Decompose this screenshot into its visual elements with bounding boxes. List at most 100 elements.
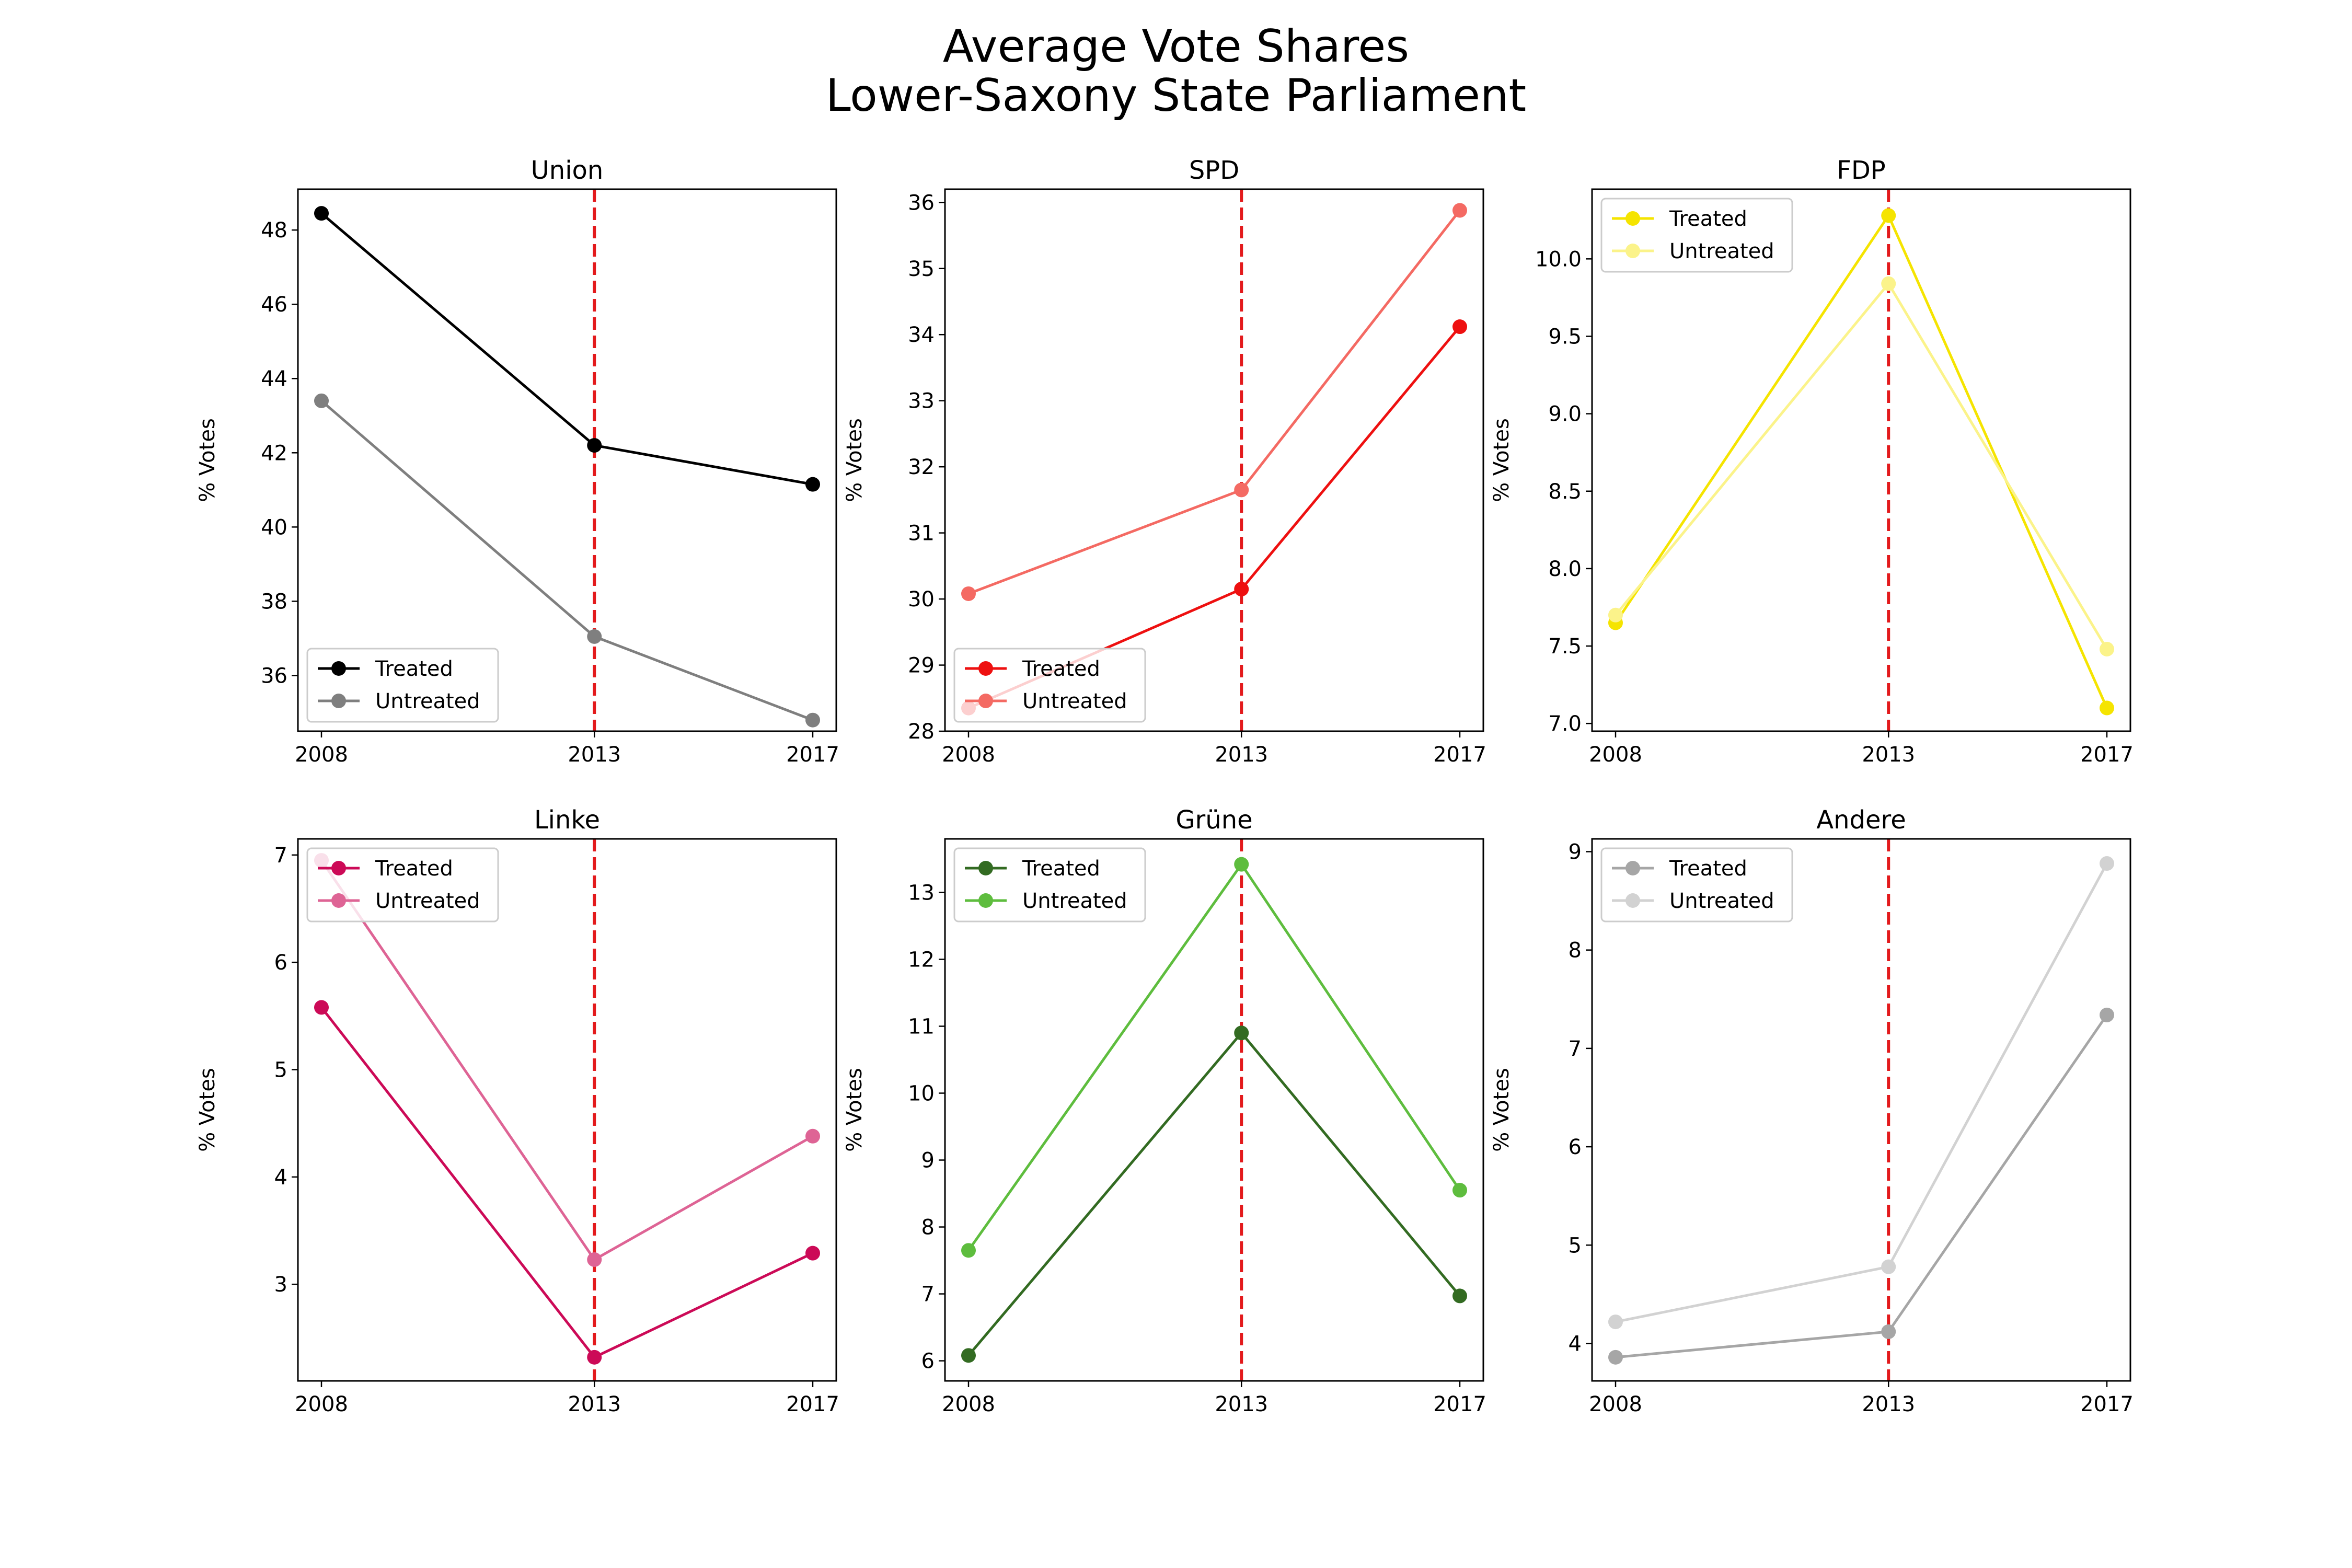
legend-label: Treated (375, 857, 453, 881)
x-tick-label: 2013 (568, 1392, 621, 1416)
x-tick-label: 2017 (1433, 1392, 1486, 1416)
data-point-treated (314, 1000, 329, 1015)
legend-label: Treated (1669, 207, 1747, 231)
legend-label: Untreated (375, 889, 480, 913)
x-tick-label: 2017 (1433, 743, 1486, 767)
data-point-untreated (1234, 857, 1249, 872)
legend-label: Treated (1022, 657, 1100, 681)
figure-title: Average Vote Shares Lower-Saxony State P… (0, 22, 2352, 120)
y-tick-label: 42 (261, 441, 287, 465)
legend-swatch-marker (978, 694, 993, 708)
legend-label: Untreated (1669, 889, 1774, 913)
y-tick-label: 12 (908, 948, 935, 972)
y-tick-label: 32 (908, 455, 935, 479)
axes-frame (297, 838, 837, 1382)
data-point-treated (1608, 1350, 1623, 1365)
y-tick-label: 4 (274, 1166, 287, 1190)
axes-frame (944, 838, 1484, 1382)
y-axis-label: % Votes (843, 1068, 867, 1152)
data-point-untreated (1452, 203, 1467, 218)
y-tick-label: 36 (261, 664, 287, 688)
y-axis-label: % Votes (843, 418, 867, 502)
y-tick-label: 13 (908, 881, 935, 905)
series-line-untreated (1615, 862, 2108, 1323)
y-tick-label: 5 (1569, 1233, 1582, 1258)
data-point-untreated (805, 1128, 820, 1144)
legend-label: Untreated (1022, 689, 1127, 713)
subplot-0: Union % Votes 36 38 40 42 44 46 48 2008 2013 2017 Tr… (195, 156, 839, 767)
data-point-untreated (1881, 276, 1896, 291)
data-point-untreated (1608, 1315, 1623, 1330)
legend-box (953, 648, 1146, 723)
legend-swatch-marker (1625, 211, 1640, 226)
y-tick-label: 9 (921, 1149, 935, 1173)
y-tick-label: 40 (261, 515, 287, 539)
series-line-treated (1614, 213, 2108, 709)
data-point-untreated (1608, 607, 1623, 622)
x-tick-label: 2017 (2080, 1392, 2134, 1416)
y-tick-label: 28 (908, 720, 935, 744)
y-tick-label: 29 (908, 654, 935, 678)
legend-swatch-marker (1625, 244, 1640, 258)
figure-title-line-2: Lower-Saxony State Parliament (825, 70, 1527, 122)
x-tick-label: 2013 (1215, 1392, 1268, 1416)
y-tick-label: 8 (921, 1216, 935, 1240)
y-tick-label: 30 (908, 587, 935, 612)
data-point-treated (1881, 208, 1896, 223)
legend: Treated Untreated (1600, 847, 1793, 923)
data-point-untreated (805, 712, 820, 728)
subplot-title: SPD (1189, 156, 1239, 185)
x-tick-label: 2017 (786, 743, 839, 767)
x-tick-label: 2008 (295, 743, 348, 767)
legend-swatch-marker (978, 661, 993, 676)
subplot-2: FDP % Votes 7.0 7.5 8.0 8.5 9.0 9.5 10.0 2008 2013… (1490, 156, 2134, 767)
y-tick-label: 34 (908, 323, 935, 347)
subplot-4: Grüne % Votes 6 7 8 9 10 11 12 13 2008 2013 2017 Trea… (843, 805, 1486, 1416)
x-tick-label: 2008 (942, 743, 995, 767)
data-point-untreated (587, 629, 602, 644)
y-tick-label: 6 (1569, 1135, 1582, 1159)
data-point-untreated (1881, 1259, 1896, 1274)
data-point-treated (1234, 1025, 1249, 1041)
y-tick-label: 33 (908, 389, 935, 413)
legend-swatch-marker (331, 661, 346, 676)
x-tick-label: 2008 (942, 1392, 995, 1416)
legend-swatch-marker (331, 893, 346, 908)
y-tick-label: 38 (261, 590, 287, 614)
subplot-1: SPD % Votes 28 29 30 31 32 33 34 35 36 2008 2013 2017… (843, 156, 1486, 767)
series-line-treated (320, 1006, 814, 1359)
legend-box (306, 847, 499, 923)
legend-swatch-marker (1625, 861, 1640, 875)
y-tick-label: 5 (274, 1058, 287, 1082)
y-tick-label: 3 (274, 1273, 287, 1297)
y-tick-label: 48 (261, 218, 287, 243)
x-tick-label: 2017 (786, 1392, 839, 1416)
axes-frame (1591, 188, 2131, 732)
series-line-treated (320, 212, 813, 486)
y-axis-label: % Votes (195, 1068, 220, 1152)
y-tick-label: 6 (921, 1350, 935, 1374)
legend-box (306, 648, 499, 723)
y-tick-label: 36 (908, 191, 935, 215)
legend-swatch-marker (331, 694, 346, 708)
legend-box (1600, 847, 1793, 923)
figure-title-line-1: Average Vote Shares (942, 20, 1410, 73)
data-point-untreated (1234, 482, 1249, 498)
y-axis-label: % Votes (195, 418, 220, 502)
subplot-3: Linke % Votes 3 4 5 6 7 2008 2013 2017 Treated Untr… (195, 805, 839, 1416)
data-point-treated (805, 1246, 820, 1261)
data-point-treated (1881, 1324, 1896, 1339)
y-axis-label: % Votes (1490, 1068, 1514, 1152)
legend-swatch-marker (978, 861, 993, 875)
y-tick-label: 7 (1569, 1037, 1582, 1061)
subplot-title: FDP (1837, 156, 1886, 185)
y-tick-label: 9.0 (1548, 402, 1582, 426)
y-tick-label: 9.5 (1548, 325, 1582, 349)
data-point-treated (587, 1350, 602, 1365)
y-tick-label: 11 (908, 1014, 935, 1039)
y-tick-label: 9 (1569, 840, 1582, 864)
y-tick-label: 8 (1569, 939, 1582, 963)
x-tick-label: 2013 (1215, 743, 1268, 767)
legend-label: Untreated (375, 689, 480, 713)
